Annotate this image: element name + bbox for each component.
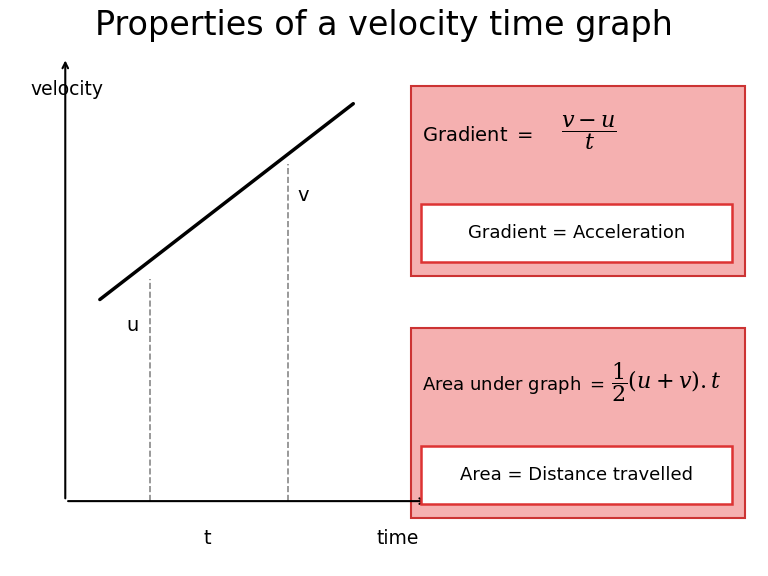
Text: time: time bbox=[376, 529, 419, 548]
Text: Area under graph $=$: Area under graph $=$ bbox=[422, 374, 605, 396]
FancyBboxPatch shape bbox=[421, 204, 732, 262]
Text: Gradient = Acceleration: Gradient = Acceleration bbox=[468, 224, 685, 242]
Text: t: t bbox=[204, 529, 211, 548]
Text: velocity: velocity bbox=[31, 80, 104, 98]
Text: Properties of a velocity time graph: Properties of a velocity time graph bbox=[95, 9, 673, 43]
Text: v: v bbox=[298, 187, 309, 205]
FancyBboxPatch shape bbox=[411, 328, 745, 518]
FancyBboxPatch shape bbox=[421, 446, 732, 504]
Text: Area = Distance travelled: Area = Distance travelled bbox=[460, 466, 693, 484]
FancyBboxPatch shape bbox=[411, 86, 745, 276]
Text: $\dfrac{1}{2}(u+v).t$: $\dfrac{1}{2}(u+v).t$ bbox=[611, 361, 721, 404]
Text: u: u bbox=[126, 316, 138, 335]
Text: $\dfrac{v-u}{t}$: $\dfrac{v-u}{t}$ bbox=[561, 113, 617, 152]
Text: Gradient $=$: Gradient $=$ bbox=[422, 126, 534, 145]
